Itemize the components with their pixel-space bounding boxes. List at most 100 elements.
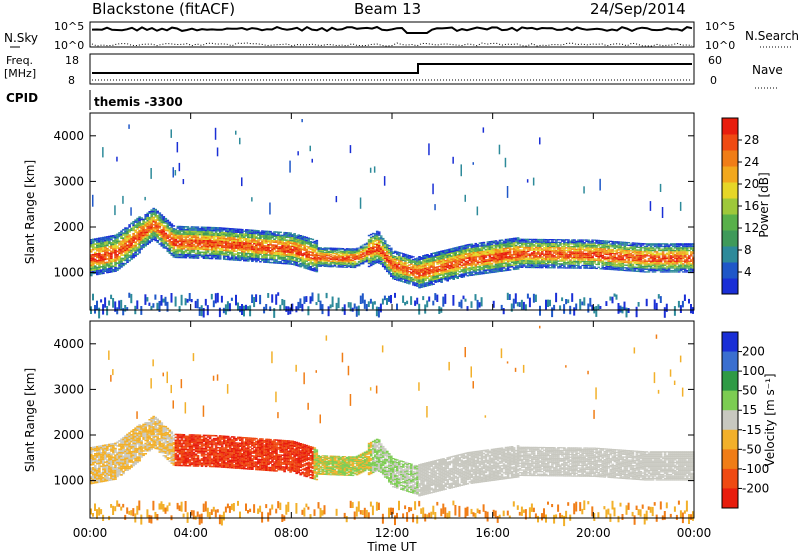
- power-cell: [392, 256, 395, 258]
- power-cell: [172, 228, 176, 230]
- power-cell: [381, 249, 385, 252]
- power-cell: [273, 259, 276, 261]
- power-cell: [243, 254, 246, 256]
- power-cell: [506, 240, 510, 242]
- power-cell: [124, 234, 127, 236]
- power-ground-scatter: [251, 294, 254, 303]
- power-cell: [532, 261, 536, 263]
- power-cell: [92, 264, 95, 266]
- power-cell: [156, 219, 160, 221]
- power-cell: [102, 238, 105, 241]
- nsearch-tick-top: 10^5: [705, 20, 735, 33]
- power-cell: [396, 275, 399, 277]
- power-cell: [488, 241, 492, 243]
- power-cell: [134, 253, 137, 255]
- power-cell: [526, 254, 530, 257]
- power-cell: [237, 234, 240, 236]
- power-cell: [400, 264, 403, 266]
- power-cell: [462, 246, 466, 249]
- power-cell: [426, 268, 429, 271]
- power-cell: [422, 274, 425, 276]
- power-cell: [353, 252, 357, 254]
- power-cell: [351, 252, 355, 254]
- power-cell: [192, 257, 196, 259]
- power-cell: [561, 249, 564, 252]
- power-cell: [158, 215, 162, 217]
- power-cell: [297, 257, 301, 260]
- power-cell: [102, 272, 105, 275]
- power-cell: [305, 266, 309, 268]
- power-ground-scatter: [424, 304, 427, 314]
- power-cell: [379, 246, 383, 248]
- power-cell: [100, 271, 103, 273]
- power-cell: [404, 260, 407, 262]
- power-cell: [359, 249, 363, 251]
- power-cell: [424, 257, 427, 259]
- power-cell: [369, 241, 373, 243]
- power-cell: [116, 259, 119, 261]
- power-cell: [490, 270, 494, 272]
- power-cell: [547, 240, 550, 242]
- power-ground-scatter: [545, 299, 547, 310]
- power-cell: [559, 243, 562, 245]
- power-cell: [490, 268, 494, 271]
- power-cell: [114, 238, 117, 240]
- power-cell: [212, 243, 216, 245]
- power-cell: [498, 260, 502, 262]
- power-cell: [359, 251, 363, 253]
- power-speckle: [130, 207, 132, 216]
- power-cell: [545, 245, 548, 247]
- power-cell: [355, 258, 359, 260]
- power-cell: [438, 258, 441, 260]
- power-cell: [514, 252, 518, 254]
- power-cell: [414, 266, 417, 268]
- power-cell: [220, 228, 224, 231]
- power-cell: [440, 272, 443, 275]
- power-cell: [104, 250, 107, 252]
- power-cell: [317, 254, 321, 256]
- power-cell: [311, 253, 315, 255]
- power-cell: [412, 260, 415, 262]
- power-cell: [539, 257, 542, 259]
- power-ground-scatter: [375, 306, 378, 317]
- power-cell: [428, 265, 431, 267]
- power-cell: [188, 243, 192, 246]
- power-cell: [516, 246, 520, 248]
- power-cell: [361, 246, 365, 248]
- power-cell: [408, 283, 411, 285]
- power-cell: [534, 240, 538, 242]
- power-cell: [100, 269, 103, 272]
- power-cell: [176, 246, 180, 248]
- power-cell: [502, 245, 506, 247]
- power-cell: [373, 250, 377, 253]
- power-cell: [476, 261, 480, 264]
- power-cell: [522, 249, 526, 251]
- power-cell: [325, 250, 329, 252]
- power-cell: [245, 229, 248, 231]
- power-cell: [307, 240, 311, 242]
- power-cell: [422, 255, 425, 257]
- power-cell: [464, 262, 468, 264]
- power-ground-scatter: [311, 292, 314, 302]
- power-cell: [518, 266, 522, 268]
- power-cell: [226, 232, 230, 234]
- power-cell: [204, 237, 208, 239]
- power-cell: [349, 262, 353, 264]
- power-cell: [224, 251, 228, 253]
- power-cell: [456, 264, 460, 266]
- power-cell: [144, 242, 148, 244]
- power-cell: [392, 272, 395, 275]
- power-cell: [353, 265, 357, 267]
- power-cell: [198, 232, 202, 234]
- power-cell: [104, 256, 107, 259]
- power-cell: [349, 265, 353, 267]
- power-ground-scatter: [539, 305, 541, 316]
- power-cell: [498, 258, 502, 261]
- nave-label: Nave: [752, 63, 783, 77]
- power-cell: [176, 227, 180, 229]
- power-ground-scatter: [365, 304, 368, 312]
- power-cell: [174, 238, 178, 241]
- power-cell: [136, 248, 139, 250]
- power-cell: [269, 236, 272, 239]
- power-cell: [130, 236, 133, 238]
